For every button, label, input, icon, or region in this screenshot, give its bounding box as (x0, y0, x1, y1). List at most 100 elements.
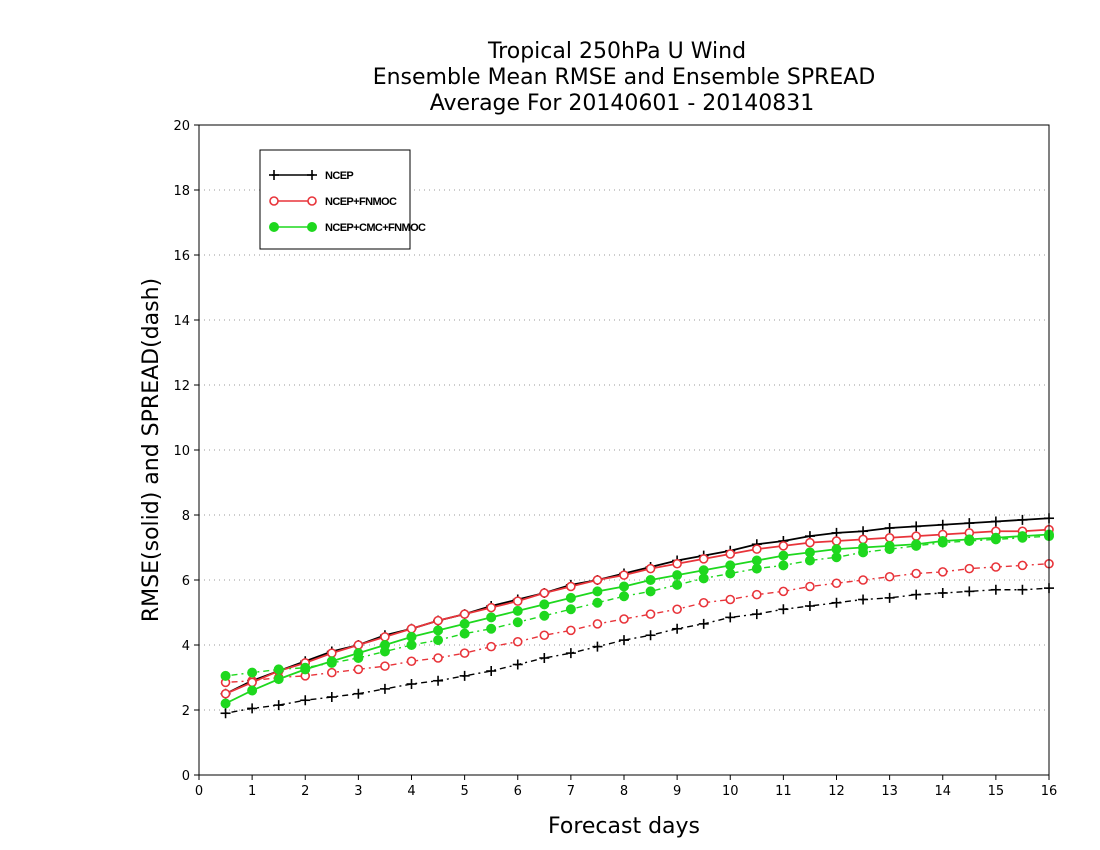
rmse-point (831, 544, 842, 555)
spread-point (990, 584, 1001, 595)
rmse-point (433, 615, 443, 626)
rmse-point (645, 575, 656, 585)
legend-marker (307, 222, 317, 232)
y-tick-label: 18 (173, 184, 190, 199)
rmse-point (911, 539, 922, 550)
rmse-line (225, 528, 1050, 695)
y-tick-label: 10 (173, 444, 190, 459)
spread-point (433, 675, 444, 686)
y-tick-label: 12 (173, 379, 190, 394)
spread-point (725, 612, 736, 623)
legend-items: NCEP NCEP+FNMOC NCEP+CMC+FNMOC (269, 170, 427, 234)
y-tick-label: 20 (173, 119, 190, 134)
x-tick-label: 3 (354, 784, 362, 799)
legend-marker (269, 170, 279, 180)
spread-point (725, 594, 736, 605)
legend-label: NCEP (325, 170, 353, 182)
rmse-point (273, 674, 284, 685)
rmse-point (672, 570, 683, 581)
rmse-point (804, 547, 815, 558)
spread-point (273, 700, 284, 711)
rmse-point (592, 575, 603, 585)
rmse-point (884, 540, 895, 551)
spread-point (1017, 584, 1028, 595)
rmse-line (225, 533, 1050, 705)
legend-item: NCEP+FNMOC (269, 196, 398, 208)
rmse-point (990, 532, 1001, 543)
rmse-point (990, 516, 1001, 527)
spread-point (566, 625, 576, 636)
x-tick-label: 16 (1041, 784, 1058, 799)
spread-point (247, 667, 258, 678)
y-tick-label: 14 (173, 314, 190, 329)
spread-point (964, 586, 975, 597)
x-tick-label: 13 (881, 784, 898, 799)
y-tick-label: 16 (173, 249, 190, 264)
spread-point (379, 683, 390, 694)
spread-point (220, 708, 231, 719)
rmse-point (805, 537, 815, 548)
rmse-point (379, 640, 390, 650)
spread-point (645, 630, 656, 641)
x-tick-label: 8 (620, 784, 628, 799)
rmse-point (486, 612, 497, 623)
spread-point (539, 653, 550, 663)
spread-point (672, 579, 683, 590)
rmse-point (911, 521, 922, 532)
rmse-point (486, 602, 496, 613)
rmse-point (433, 625, 444, 636)
spread-point (884, 592, 895, 603)
spread-point (565, 604, 576, 615)
spread-point (300, 695, 311, 706)
spread-point (937, 588, 948, 598)
spread-point (247, 703, 258, 714)
rmse-point (858, 534, 868, 545)
spread-point (937, 567, 948, 577)
chart-subtitle-2: Average For 20140601 - 20140831 (430, 91, 815, 116)
series-2 (220, 529, 1054, 709)
spread-point (778, 586, 789, 597)
spread-point (805, 581, 815, 592)
rmse-point (566, 581, 576, 592)
x-tick-label: 4 (407, 784, 415, 799)
spread-point (273, 664, 284, 675)
spread-point (698, 597, 709, 608)
rmse-point (752, 544, 762, 554)
spread-point (751, 609, 762, 620)
y-tick-label: 0 (182, 769, 190, 784)
rmse-point (672, 558, 682, 569)
rmse-point (645, 563, 656, 574)
rmse-point (380, 632, 390, 642)
spread-point (406, 656, 417, 667)
rmse-point (459, 609, 470, 619)
spread-point (486, 641, 496, 652)
legend-marker (307, 170, 317, 180)
spread-line (225, 587, 1050, 714)
rmse-point (937, 536, 948, 546)
y-axis: 0 2 4 6 8 10 12 14 16 18 20 (173, 119, 199, 784)
y-axis-label: RMSE(solid) and SPREAD(dash) (139, 278, 164, 622)
rmse-point (220, 698, 231, 709)
x-tick-label: 6 (514, 784, 522, 799)
rmse-point (884, 523, 895, 533)
chart-subtitle: Ensemble Mean RMSE and Ensemble SPREAD (373, 65, 876, 90)
rmse-point (247, 677, 257, 688)
spread-point (831, 597, 842, 608)
rmse-point (353, 648, 364, 659)
rmse-point (300, 664, 311, 675)
rmse-point (459, 618, 470, 629)
spread-point (831, 578, 842, 589)
spread-point (539, 630, 550, 641)
spread-point (672, 623, 683, 634)
spread-point (858, 594, 869, 605)
spread-point (565, 648, 576, 659)
x-tick-label: 1 (248, 784, 256, 799)
rmse-point (884, 532, 895, 543)
x-tick-label: 0 (195, 784, 203, 799)
x-tick-label: 14 (934, 784, 951, 799)
rmse-point (964, 518, 975, 529)
rmse-point (539, 588, 550, 598)
rmse-point (327, 648, 337, 658)
spread-point (326, 692, 337, 702)
